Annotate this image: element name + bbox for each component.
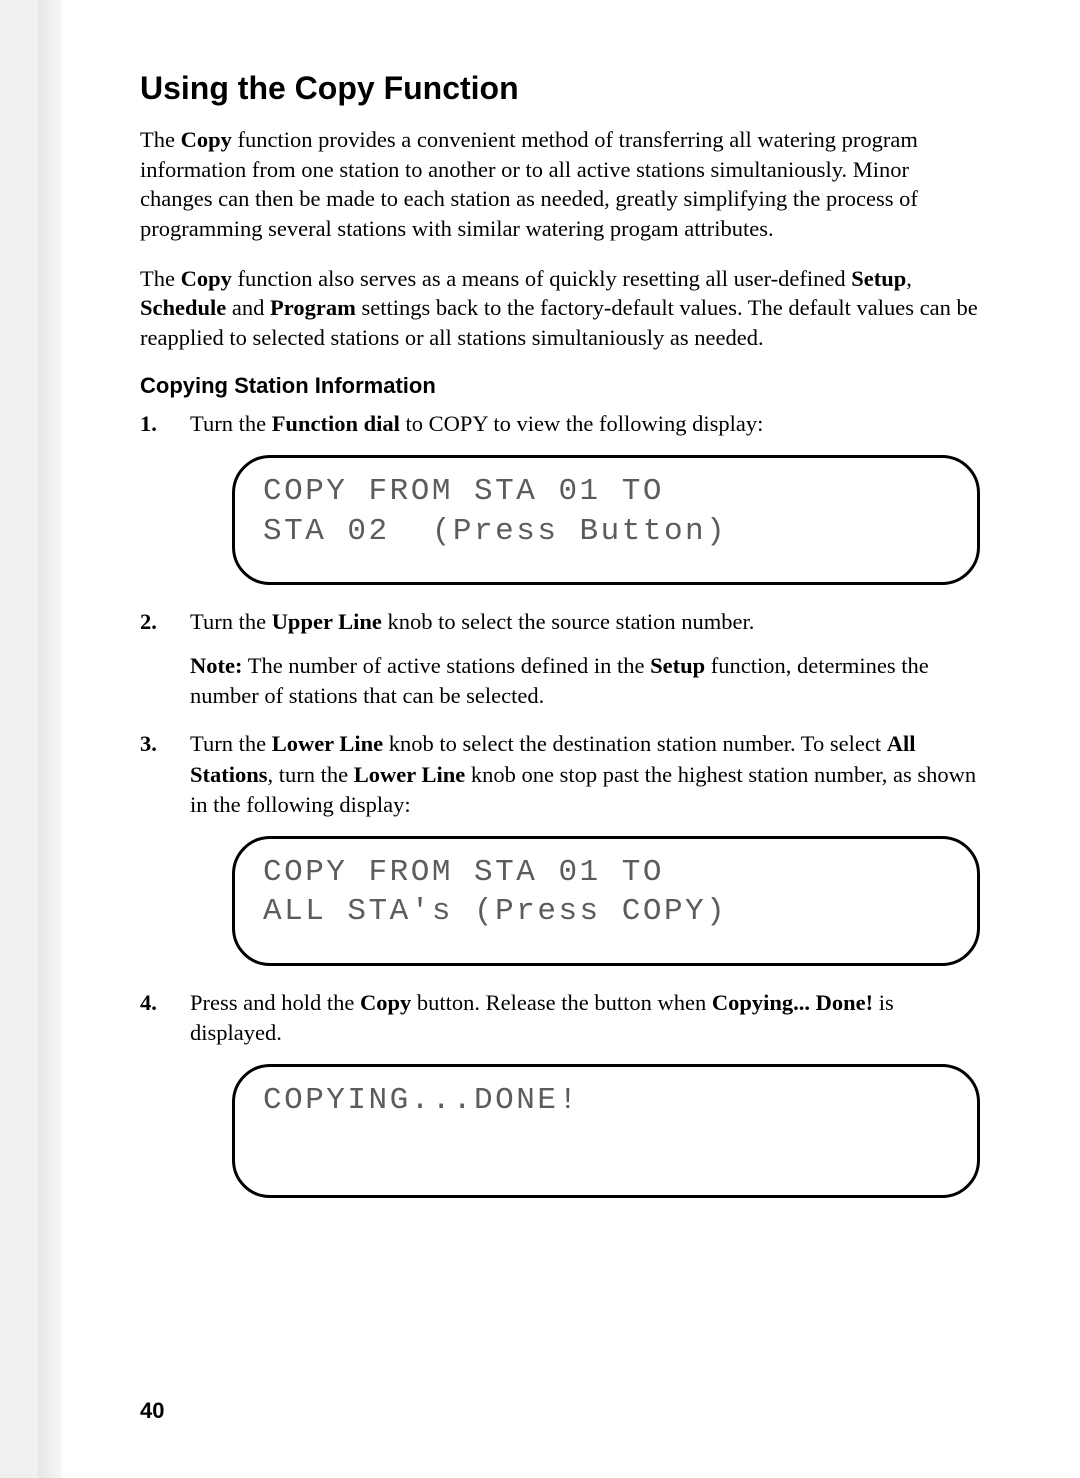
intro-paragraph-2: The Copy function also serves as a means… xyxy=(140,264,980,353)
text: to COPY to view the following display: xyxy=(400,411,764,436)
step-4: Press and hold the Copy button. Release … xyxy=(140,988,980,1198)
step-2-note: Note: The number of active stations defi… xyxy=(190,651,980,711)
text: Press and hold the xyxy=(190,990,360,1015)
intro-paragraph-1: The Copy function provides a convenient … xyxy=(140,125,980,244)
bold-upper-line: Upper Line xyxy=(272,609,382,634)
text: button. Release the button when xyxy=(411,990,712,1015)
lcd-display-1: COPY FROM STA 01 TO STA 02 (Press Button… xyxy=(232,455,980,585)
lcd-display-3: COPYING...DONE! xyxy=(232,1064,980,1198)
step-1: Turn the Function dial to COPY to view t… xyxy=(140,409,980,585)
bold-function-dial: Function dial xyxy=(272,411,400,436)
lcd-line: ALL STA's (Press COPY) xyxy=(263,894,949,930)
binding-inner xyxy=(38,0,62,1478)
text: knob to select the destination station n… xyxy=(383,731,887,756)
lcd-line: COPYING...DONE! xyxy=(263,1083,949,1119)
bold-setup: Setup xyxy=(851,266,906,291)
lcd-line: STA 02 (Press Button) xyxy=(263,514,949,550)
section-title: Using the Copy Function xyxy=(140,70,980,107)
lcd-display-2: COPY FROM STA 01 TO ALL STA's (Press COP… xyxy=(232,836,980,966)
text: , turn the xyxy=(268,762,354,787)
text: The xyxy=(140,266,181,291)
bold-setup: Setup xyxy=(650,653,705,678)
subsection-heading: Copying Station Information xyxy=(140,373,980,399)
bold-program: Program xyxy=(270,295,356,320)
bold-copy: Copy xyxy=(181,266,232,291)
bold-schedule: Schedule xyxy=(140,295,226,320)
step-2: Turn the Upper Line knob to select the s… xyxy=(140,607,980,711)
text: knob to select the source station number… xyxy=(382,609,754,634)
text: Turn the xyxy=(190,609,272,634)
text: Turn the xyxy=(190,731,272,756)
page-number: 40 xyxy=(140,1398,164,1424)
steps-list: Turn the Function dial to COPY to view t… xyxy=(140,409,980,1198)
bold-lower-line: Lower Line xyxy=(272,731,383,756)
text: function also serves as a means of quick… xyxy=(232,266,851,291)
text: function provides a convenient method of… xyxy=(140,127,918,241)
text: , xyxy=(906,266,912,291)
text: Turn the xyxy=(190,411,272,436)
lcd-line: COPY FROM STA 01 TO xyxy=(263,855,949,891)
page-content: Using the Copy Function The Copy functio… xyxy=(62,0,1080,1478)
step-3: Turn the Lower Line knob to select the d… xyxy=(140,729,980,965)
lcd-line: COPY FROM STA 01 TO xyxy=(263,474,949,510)
text: The number of active stations defined in… xyxy=(242,653,650,678)
bold-lower-line: Lower Line xyxy=(354,762,465,787)
text: and xyxy=(226,295,270,320)
bold-copying-done: Copying... Done! xyxy=(712,990,873,1015)
text: The xyxy=(140,127,181,152)
bold-copy-button: Copy xyxy=(360,990,411,1015)
note-label: Note: xyxy=(190,653,242,678)
binding-edge xyxy=(0,0,62,1478)
bold-copy: Copy xyxy=(181,127,232,152)
